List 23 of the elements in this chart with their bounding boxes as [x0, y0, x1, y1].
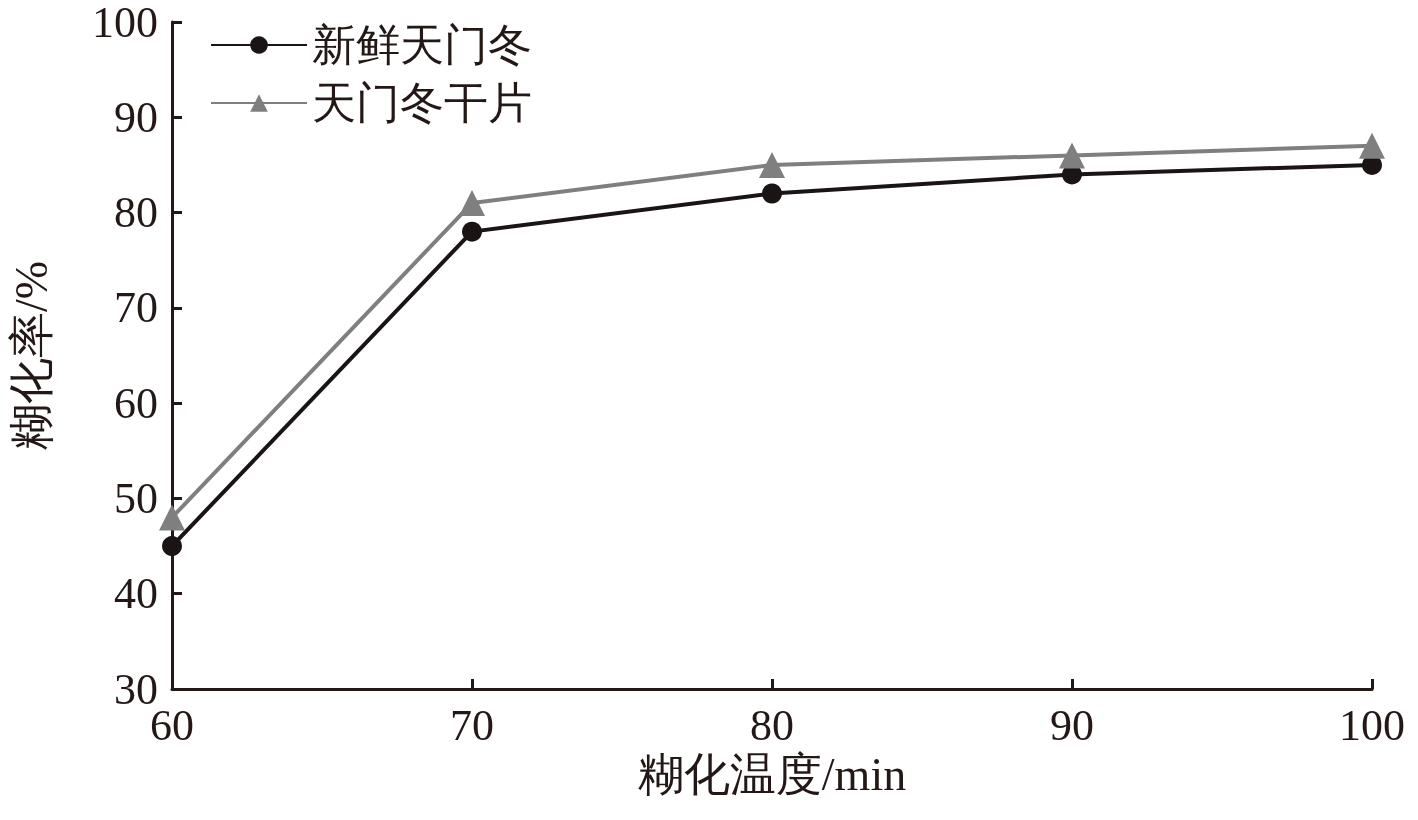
y-tick-label: 100	[92, 0, 158, 47]
point	[762, 183, 782, 204]
legend-label: 天门冬干片	[312, 78, 532, 128]
x-axis-title: 糊化温度/min	[637, 749, 907, 801]
x-tick-label: 80	[750, 700, 794, 750]
y-tick-label: 40	[114, 569, 158, 619]
point	[159, 504, 185, 531]
point	[1059, 142, 1085, 169]
point	[462, 221, 482, 242]
x-tick-label: 70	[450, 700, 494, 750]
y-tick-label: 90	[114, 92, 158, 142]
x-tick-label: 100	[1339, 700, 1405, 750]
point	[1359, 132, 1385, 159]
y-tick-label: 50	[114, 473, 158, 523]
point	[162, 536, 182, 557]
y-tick-label: 60	[114, 378, 158, 428]
y-axis-title: 糊化率/%	[5, 260, 57, 451]
y-tick-label: 70	[114, 283, 158, 333]
point	[459, 190, 485, 217]
point	[759, 151, 785, 178]
y-tick-label: 80	[114, 188, 158, 238]
x-tick-label: 90	[1050, 700, 1094, 750]
legend-label: 新鲜天门冬	[312, 20, 532, 70]
